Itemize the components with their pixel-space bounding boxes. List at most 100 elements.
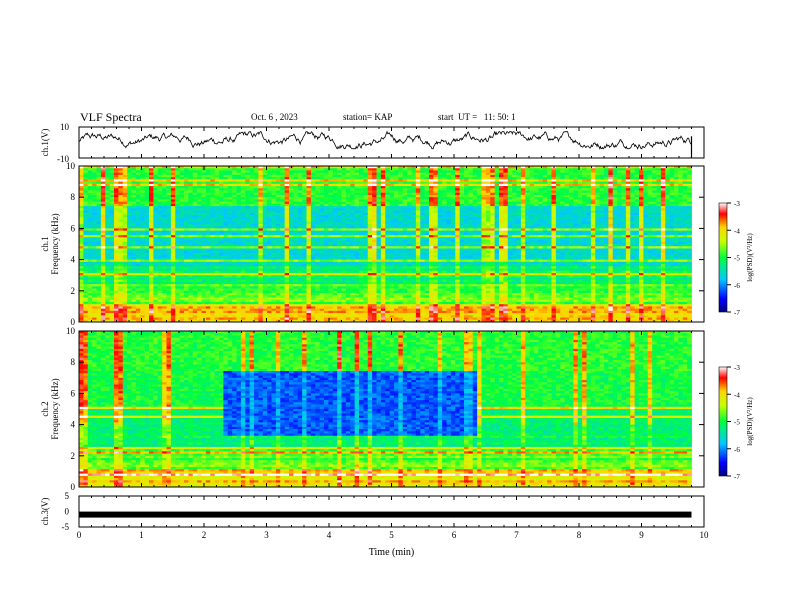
spectrogram-cell (166, 190, 172, 194)
spectrogram-cell (538, 172, 544, 176)
spectrogram-cell (490, 219, 496, 223)
spectrogram-cell (258, 188, 264, 191)
spectrogram-cell (184, 215, 189, 218)
spectrogram-cell (127, 241, 132, 245)
spectrogram-cell (647, 212, 653, 216)
spectrogram-cell (669, 183, 675, 187)
spectrogram-cell (617, 221, 622, 225)
spectrogram-cell (197, 239, 202, 243)
spectrogram-cell (262, 228, 268, 232)
spectrogram-cell (271, 181, 277, 185)
spectrogram-cell (205, 237, 211, 240)
spectrogram-cell (310, 170, 316, 174)
spectrogram-cell (468, 188, 474, 191)
spectrogram-cell (83, 241, 89, 245)
spectrogram-cell (643, 186, 649, 189)
spectrogram-cell (643, 174, 649, 178)
spectrogram-cell (275, 186, 281, 189)
spectrogram-cell (297, 190, 303, 194)
spectrogram-cell (372, 208, 377, 211)
spectrogram-cell (122, 219, 128, 223)
spectrogram-cell (131, 217, 137, 220)
spectrogram-cell (240, 172, 246, 176)
spectrogram-cell (157, 208, 163, 211)
spectrogram-cell (144, 197, 150, 200)
spectrogram-cell (289, 174, 294, 178)
spectrogram-cell (538, 177, 544, 180)
spectrogram-cell (380, 177, 386, 180)
spectrogram-cell (534, 168, 539, 171)
spectrogram-cell (411, 170, 417, 174)
spectrogram-cell (394, 221, 399, 225)
spectrogram-cell (612, 194, 618, 198)
spectrogram-cell (682, 188, 688, 191)
spectrogram-cell (219, 179, 224, 182)
spectrogram-cell (560, 181, 566, 185)
spectrogram-cell (652, 201, 657, 205)
spectrogram-cell (284, 197, 290, 200)
spectrogram-cell (455, 170, 461, 174)
spectrogram-cell (481, 170, 487, 174)
spectrogram-cell (149, 192, 154, 196)
spectrogram-cell (385, 208, 391, 211)
spectrogram-cell (249, 228, 255, 232)
spectrogram-cell (144, 183, 150, 187)
spectrogram-cell (315, 170, 321, 174)
spectrogram-cell (192, 168, 198, 171)
spectrogram-cell (525, 168, 531, 171)
spectrogram-cell (442, 199, 447, 203)
spectrogram-cell (280, 177, 286, 180)
spectrogram-cell (678, 235, 684, 238)
spectrogram-cell (284, 194, 290, 198)
spectrogram-cell (350, 206, 356, 209)
spectrogram-cell (359, 215, 364, 218)
spectrogram-cell (481, 201, 487, 205)
spectrogram-cell (424, 226, 430, 229)
spectrogram-cell (354, 181, 360, 185)
spectrogram-cell (262, 226, 268, 229)
spectrogram-cell (499, 232, 504, 236)
spectrogram-cell (162, 221, 167, 225)
spectrogram-cell (332, 192, 338, 196)
spectrogram-cell (669, 217, 675, 220)
spectrogram-cell (328, 168, 334, 171)
spectrogram-cell (345, 194, 351, 198)
spectrogram-cell (267, 197, 272, 200)
spectrogram-cell (114, 237, 119, 240)
spectrogram-cell (485, 237, 491, 240)
spectrogram-cell (608, 166, 614, 169)
spectrogram-cell (564, 228, 570, 232)
spectrogram-cell (219, 206, 224, 209)
spectrogram-cell (446, 223, 452, 227)
spectrogram-cell (485, 226, 491, 229)
spectrogram-cell (420, 199, 426, 203)
spectrogram-cell (446, 192, 452, 196)
spectrogram-cell (586, 228, 592, 232)
spectrogram-cell (297, 177, 303, 180)
spectrogram-cell (394, 186, 399, 189)
spectrogram-cell (240, 206, 246, 209)
spectrogram-cell (359, 223, 364, 227)
spectrogram-cell (105, 170, 111, 174)
spectrogram-cell (551, 179, 557, 182)
spectrogram-cell (542, 230, 548, 234)
spectrogram-cell (359, 237, 364, 240)
spectrogram-cell (560, 179, 566, 182)
spectrogram-cell (153, 190, 159, 194)
spectrogram-cell (197, 210, 202, 214)
spectrogram-cell (407, 168, 412, 171)
spectrogram-cell (450, 190, 456, 194)
spectrogram-cell (674, 235, 679, 238)
spectrogram-cell (687, 230, 692, 234)
spectrogram-cell (109, 228, 115, 232)
spectrogram-cell (324, 179, 329, 182)
spectrogram-cell (153, 235, 159, 238)
spectrogram-cell (114, 194, 119, 198)
spectrogram-cell (415, 186, 421, 189)
spectrogram-cell (297, 223, 303, 227)
spectrogram-cell (394, 201, 399, 205)
spectrogram-cell (144, 212, 150, 216)
spectrogram-cell (105, 215, 111, 218)
spectrogram-cell (569, 166, 574, 169)
spectrogram-cell (302, 228, 307, 232)
